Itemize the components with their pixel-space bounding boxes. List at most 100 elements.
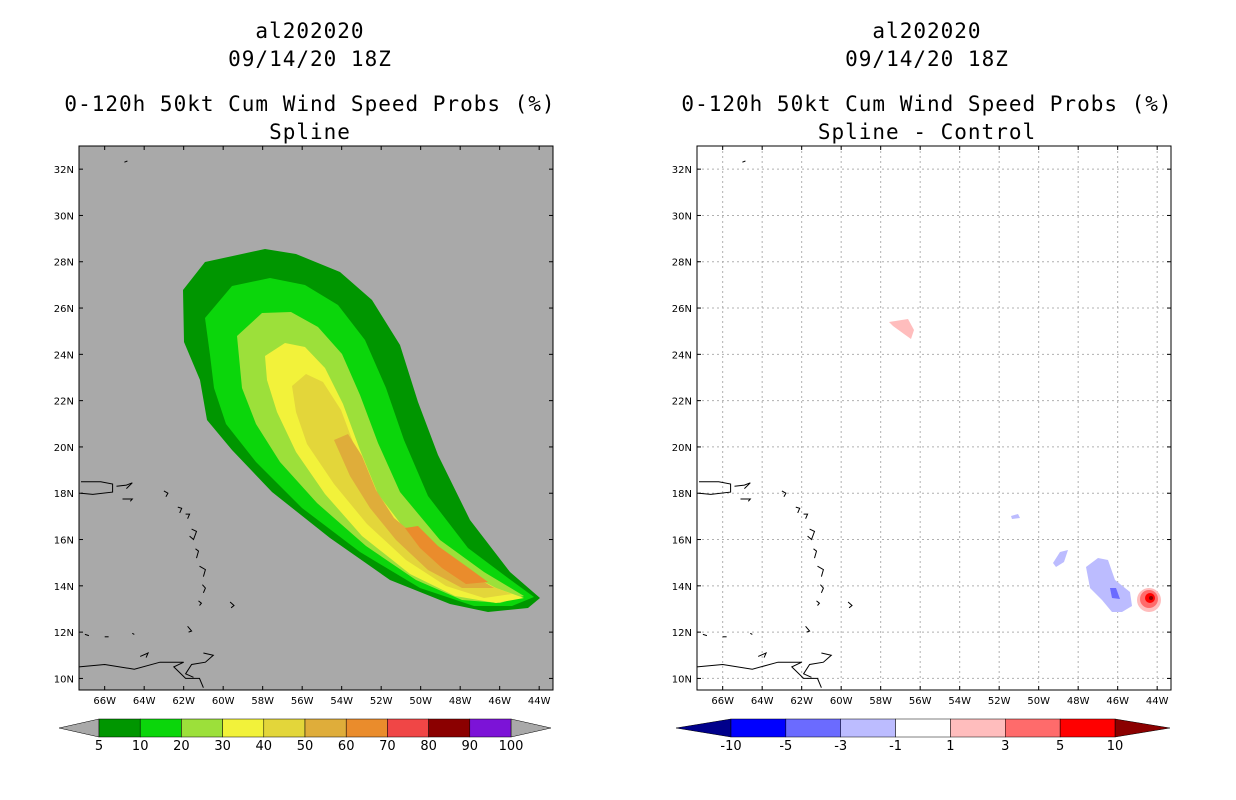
colorbar-box [469, 718, 512, 738]
lon-tick-label: 62W [790, 696, 813, 707]
right-datetime: 09/14/20 18Z [845, 47, 1009, 71]
coastline-segment [199, 565, 206, 577]
lon-tick-label: 46W [1106, 696, 1129, 707]
right-map-background [697, 146, 1171, 690]
lat-tick-label: 28N [54, 258, 74, 269]
lon-tick-label: 52W [370, 696, 393, 707]
lat-tick-label: 18N [54, 489, 74, 500]
coastline-segment [817, 565, 824, 577]
lon-tick-label: 64W [133, 696, 156, 707]
coastline-segment [807, 528, 816, 541]
colorbar-label: -10 [720, 739, 741, 754]
lon-tick-label: 46W [488, 696, 511, 707]
colorbar-ext-high [510, 718, 552, 738]
colorbar-label: 30 [214, 739, 231, 754]
coastline-segment [802, 652, 833, 678]
colorbar-box [730, 718, 787, 738]
coastline-segment [698, 481, 732, 495]
lon-tick-label: 54W [330, 696, 353, 707]
coastline-segment [177, 506, 183, 514]
colorbar-label: -3 [834, 739, 847, 754]
lat-tick-label: 20N [672, 443, 692, 454]
colorbar-label: 80 [420, 739, 437, 754]
colorbar-label: 60 [338, 739, 355, 754]
coastline-segment [185, 513, 191, 519]
lon-tick-label: 58W [869, 696, 892, 707]
anomaly-neg-1c [1086, 558, 1132, 612]
right-grid [697, 146, 1171, 690]
lat-tick-label: 16N [54, 536, 74, 547]
left-coastline [78, 160, 235, 688]
colorbar-box [263, 718, 306, 738]
left-axis-ticks: 66W 64W 62W 60W 58W 56W 54W 52W 50W 48W 46W 44W 10N 1… [54, 146, 553, 707]
colorbar-label: 3 [1001, 739, 1009, 754]
colorbar-label: 10 [132, 739, 149, 754]
coastline-segment [78, 661, 204, 688]
left-map: 66W 64W 62W 60W 58W 56W 54W 52W 50W 48W 46W 44W 10N 1… [54, 145, 554, 707]
coastline-segment [696, 661, 822, 688]
lat-tick-label: 24N [672, 350, 692, 361]
colorbar-label: -5 [779, 739, 792, 754]
coastline-segment [813, 548, 818, 559]
coastline-segment [163, 490, 169, 497]
coastline-segment [742, 160, 746, 163]
lon-tick-label: 44W [1146, 696, 1169, 707]
colorbar-box [840, 718, 896, 738]
lat-tick-label: 24N [54, 350, 74, 361]
coastline-segment [122, 498, 134, 502]
colorbar-ext-low [675, 718, 732, 738]
coastline-segment [820, 584, 824, 593]
lat-tick-label: 10N [672, 674, 692, 685]
lon-tick-label: 60W [830, 696, 853, 707]
colorbar-ext-high [1114, 718, 1171, 738]
colorbar-label: 50 [297, 739, 314, 754]
lon-tick-label: 48W [1067, 696, 1090, 707]
right-map: 66W 64W 62W 60W 58W 56W 54W 52W 50W 48W 46W 44W 10N 1… [672, 145, 1172, 707]
coastline-segment [781, 490, 787, 497]
lon-tick-label: 60W [212, 696, 235, 707]
left-colorbar: 5 10 20 30 40 50 60 70 80 90 100 [58, 718, 552, 754]
anomaly-pos-10 [1149, 596, 1153, 600]
left-datetime: 09/14/20 18Z [228, 47, 392, 71]
lon-tick-label: 64W [751, 696, 774, 707]
lat-tick-label: 14N [54, 582, 74, 593]
colorbar-box [139, 718, 182, 738]
coastline-segment [847, 601, 853, 609]
contour-40 [292, 374, 512, 598]
colorbar-label: -1 [889, 739, 902, 754]
contour-50 [334, 434, 494, 588]
colorbar-ext-low [58, 718, 100, 738]
anomaly-neg-1b [1053, 550, 1068, 567]
lon-tick-label: 44W [528, 696, 551, 707]
colorbar-label: 90 [462, 739, 479, 754]
lon-tick-label: 66W [711, 696, 734, 707]
left-storm-id: al202020 [255, 19, 365, 43]
lon-tick-label: 66W [93, 696, 116, 707]
right-chart-title: 0-120h 50kt Cum Wind Speed Probs (%) [681, 92, 1173, 116]
colorbar-box [387, 718, 429, 738]
lat-tick-label: 10N [54, 674, 74, 685]
colorbar-box [895, 718, 951, 738]
lon-tick-label: 50W [409, 696, 432, 707]
colorbar-box [181, 718, 223, 738]
colorbar-box [222, 718, 265, 738]
coastline-segment [805, 625, 811, 633]
coastline-segment [84, 633, 90, 637]
colorbar-box [98, 718, 141, 738]
lon-tick-label: 58W [251, 696, 274, 707]
lon-tick-label: 62W [172, 696, 195, 707]
colorbar-label: 5 [95, 739, 103, 754]
colorbar-label: 1 [946, 739, 954, 754]
lat-tick-label: 12N [672, 628, 692, 639]
lat-tick-label: 30N [672, 211, 692, 222]
coastline-segment [758, 652, 768, 658]
coastline-segment [80, 481, 114, 495]
coastline-segment [740, 498, 752, 502]
left-chart-title: 0-120h 50kt Cum Wind Speed Probs (%) [64, 92, 556, 116]
anomaly-pos-1 [889, 319, 914, 339]
coastline-segment [702, 633, 708, 637]
lat-tick-label: 12N [54, 628, 74, 639]
lon-tick-label: 50W [1027, 696, 1050, 707]
lat-tick-label: 22N [54, 397, 74, 408]
colorbar-box [785, 718, 841, 738]
